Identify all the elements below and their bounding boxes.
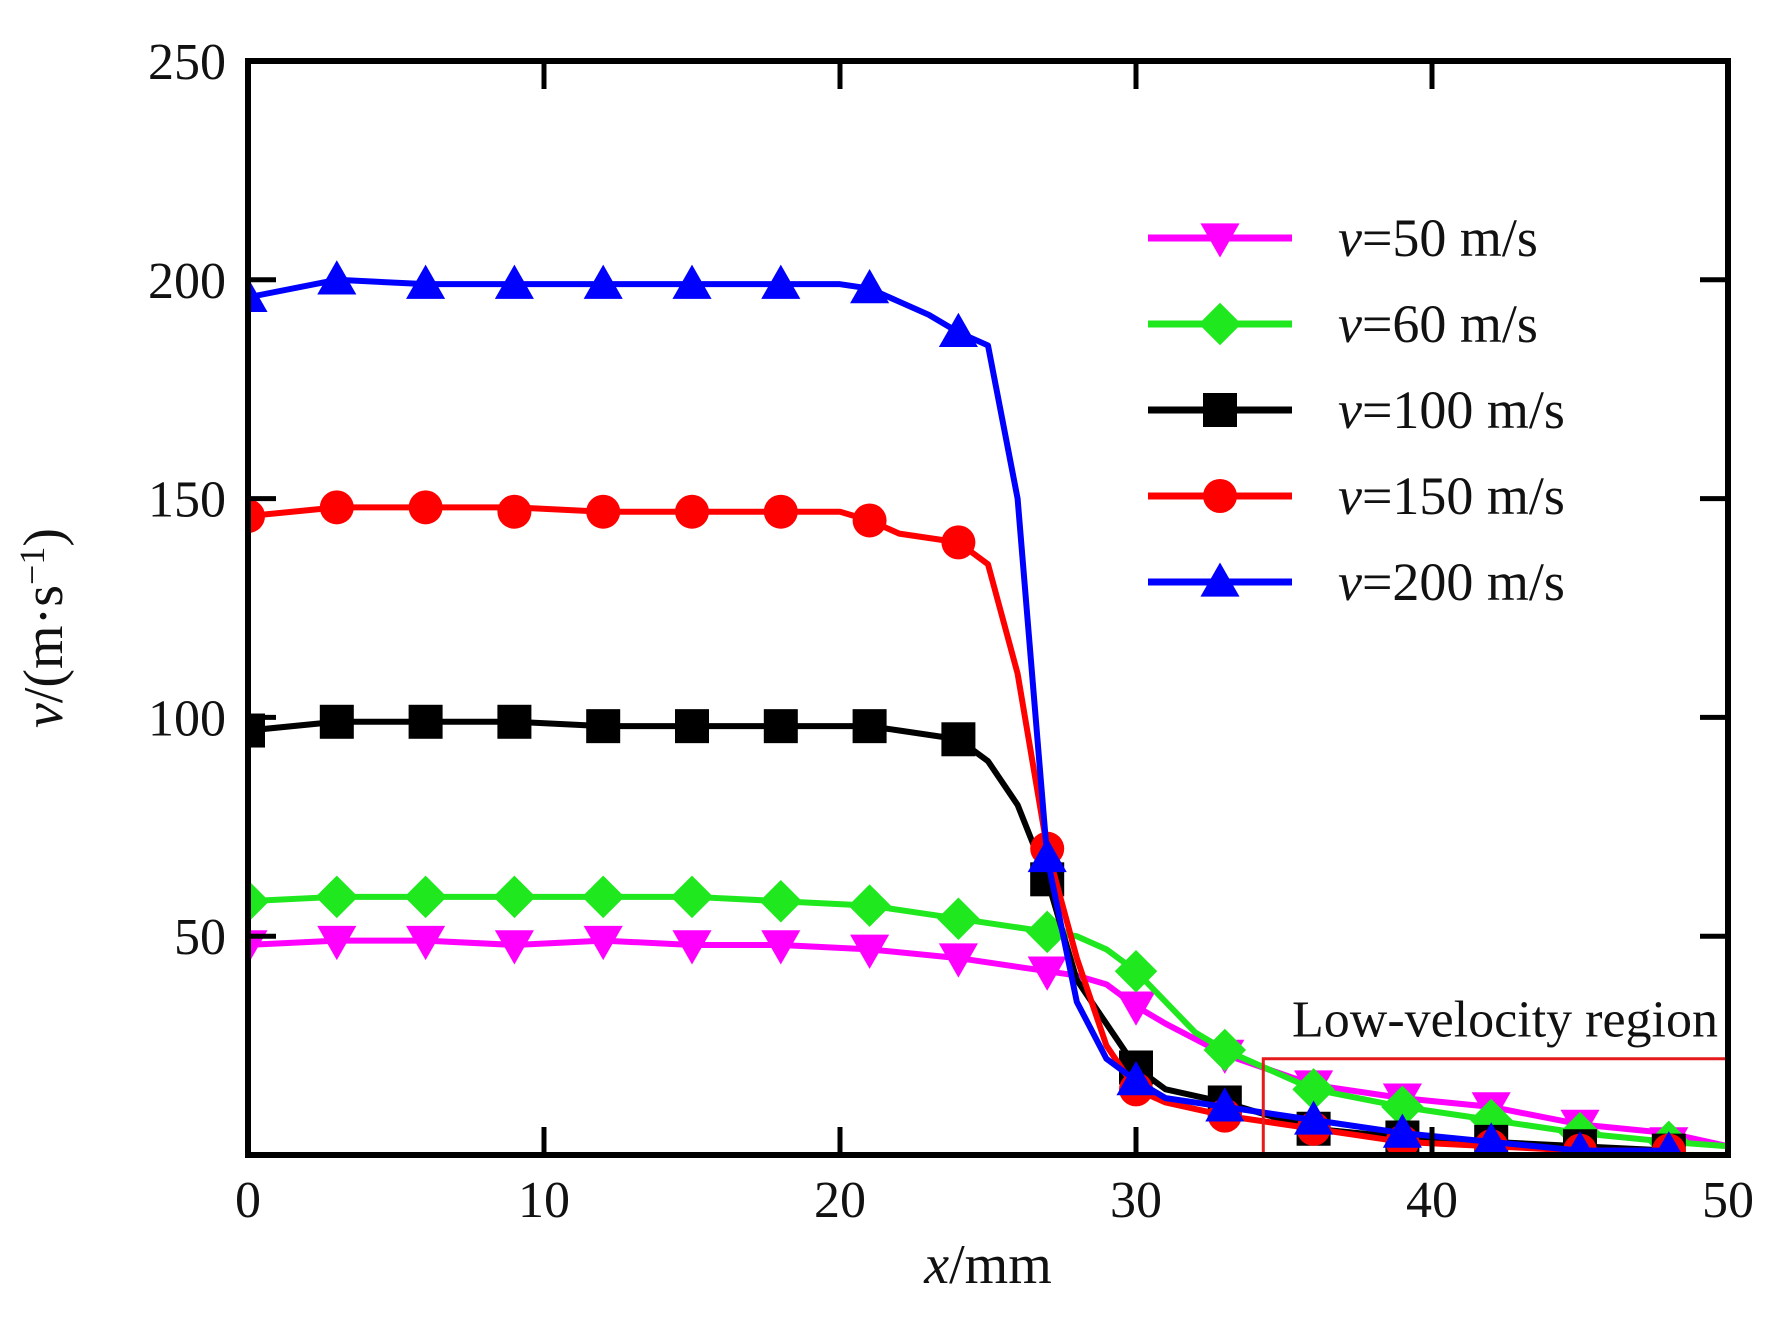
series-point <box>406 264 446 299</box>
series-point <box>248 499 265 534</box>
series-point <box>248 713 265 748</box>
series-point <box>248 930 268 965</box>
series-point <box>406 925 446 961</box>
series-point <box>493 875 536 919</box>
legend-label: v=100 m/s <box>1338 380 1565 440</box>
series-point <box>759 879 803 923</box>
series-point <box>763 494 798 529</box>
series-point <box>1655 1131 1683 1155</box>
y-tick-label: 50 <box>174 909 226 966</box>
series-point <box>938 943 978 978</box>
y-axis-title: v/(m·s−1) <box>12 528 75 728</box>
x-tick-label: 0 <box>235 1172 261 1229</box>
series-point <box>763 709 798 744</box>
legend-label: v=200 m/s <box>1338 552 1565 612</box>
series-point <box>408 490 443 525</box>
legend-swatch-marker <box>1200 223 1240 258</box>
series-point <box>670 875 714 919</box>
x-axis-title: x/mm <box>923 1234 1052 1296</box>
series-point <box>586 494 621 529</box>
series-point <box>497 494 532 529</box>
series-point <box>1292 1068 1335 1111</box>
series-point <box>850 934 890 969</box>
legend-label: v=150 m/s <box>1338 466 1565 526</box>
series-point <box>1294 1100 1334 1135</box>
series-point <box>317 260 357 295</box>
y-tick-label: 150 <box>148 472 226 529</box>
series-point <box>1381 1085 1424 1129</box>
series-point <box>852 503 887 538</box>
series-point <box>408 704 443 739</box>
annotation-label: Low-velocity region <box>1292 992 1718 1049</box>
series-point <box>319 490 354 525</box>
series-point <box>1472 1122 1510 1155</box>
y-tick-label: 200 <box>148 253 226 310</box>
series-layer <box>248 260 1728 1155</box>
series-point <box>672 264 712 299</box>
y-tick-label: 250 <box>148 34 226 91</box>
annotation-box <box>1261 1057 1728 1155</box>
legend-item-1: v=60 m/s <box>1148 294 1538 354</box>
series-point <box>404 875 447 919</box>
series-point <box>761 930 801 965</box>
series-point <box>937 897 980 940</box>
series-point <box>1116 1061 1156 1096</box>
x-tick-label: 20 <box>814 1172 866 1229</box>
series-point <box>1566 1131 1594 1155</box>
legend: v=50 m/s v=60 m/s v=100 m/s v=150 m/s v=200 … <box>1148 208 1565 612</box>
series-line <box>248 937 1728 1150</box>
series-point <box>583 264 623 299</box>
series-point <box>848 884 891 927</box>
series-point <box>852 709 887 744</box>
series-point <box>1382 1113 1422 1148</box>
plot-frame <box>245 58 1731 1158</box>
legend-label: v=60 m/s <box>1338 294 1538 354</box>
series-point <box>494 264 534 299</box>
legend-label: v=50 m/s <box>1338 208 1538 268</box>
annotation-layer: Low-velocity region <box>1261 992 1728 1155</box>
axis-ticks: 0 10 20 30 40 50 50 100 150 200 250 <box>148 34 1754 1229</box>
x-tick-label: 10 <box>518 1172 570 1229</box>
x-tick-label: 50 <box>1702 1172 1754 1229</box>
x-tick-label: 40 <box>1406 1172 1458 1229</box>
legend-swatch-marker <box>1200 562 1240 597</box>
legend-swatch-marker <box>1203 479 1237 513</box>
legend-item-2: v=100 m/s <box>1148 380 1565 440</box>
series-point <box>761 264 801 299</box>
series-point <box>248 879 270 923</box>
series-point <box>941 722 976 757</box>
series-point <box>1116 991 1156 1026</box>
series-point <box>1027 837 1067 873</box>
series-point <box>1114 949 1158 993</box>
series-point <box>586 709 621 744</box>
series-point <box>938 312 978 347</box>
legend-swatch-marker <box>1203 393 1237 427</box>
y-tick-label: 100 <box>148 690 226 747</box>
legend-item-0: v=50 m/s <box>1148 208 1538 268</box>
series-point <box>1205 1087 1245 1122</box>
series-point <box>850 269 890 304</box>
series-point <box>248 277 268 312</box>
series-point <box>1027 956 1067 991</box>
series-point <box>497 704 532 739</box>
series-point <box>319 704 354 739</box>
series-4 <box>248 260 1683 1155</box>
series-point <box>494 930 534 965</box>
series-point <box>675 709 709 744</box>
series-point <box>1203 1028 1247 1072</box>
legend-item-4: v=200 m/s <box>1148 552 1565 612</box>
series-point <box>941 525 976 560</box>
x-tick-label: 30 <box>1110 1172 1162 1229</box>
series-point <box>672 930 712 965</box>
series-point <box>317 925 357 961</box>
series-point <box>315 875 359 919</box>
legend-swatch-marker <box>1198 302 1242 346</box>
series-point <box>583 925 623 961</box>
legend-item-3: v=150 m/s <box>1148 466 1565 526</box>
series-point <box>675 494 709 529</box>
series-point <box>581 875 625 919</box>
